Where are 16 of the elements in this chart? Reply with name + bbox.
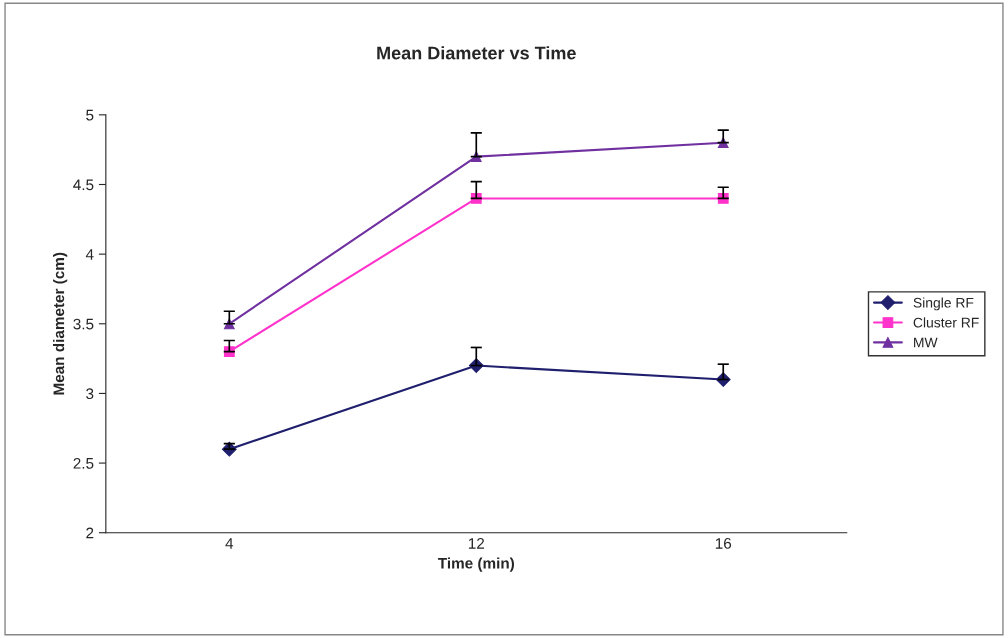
x-axis-title: Time (min) [437, 557, 515, 572]
y-tick-label: 3 [86, 388, 94, 400]
legend-label: Cluster RF [913, 317, 979, 328]
y-tick-label: 5 [86, 109, 94, 121]
y-tick-label: 2 [86, 527, 94, 539]
y-axis-title: Mean diameter (cm) [53, 252, 68, 395]
x-tick-label: 4 [225, 538, 234, 549]
legend-label: Single RF [913, 297, 974, 311]
y-tick-label: 3.5 [73, 318, 94, 330]
x-tick-label: 16 [715, 537, 732, 549]
y-tick-label: 4.5 [73, 179, 94, 191]
y-tick-label: 2.5 [73, 457, 94, 469]
x-tick-label: 12 [468, 537, 485, 549]
legend-label: MW [914, 337, 938, 348]
chart-title: Mean Diameter vs Time [377, 46, 576, 60]
y-tick-label: 4 [85, 249, 94, 260]
